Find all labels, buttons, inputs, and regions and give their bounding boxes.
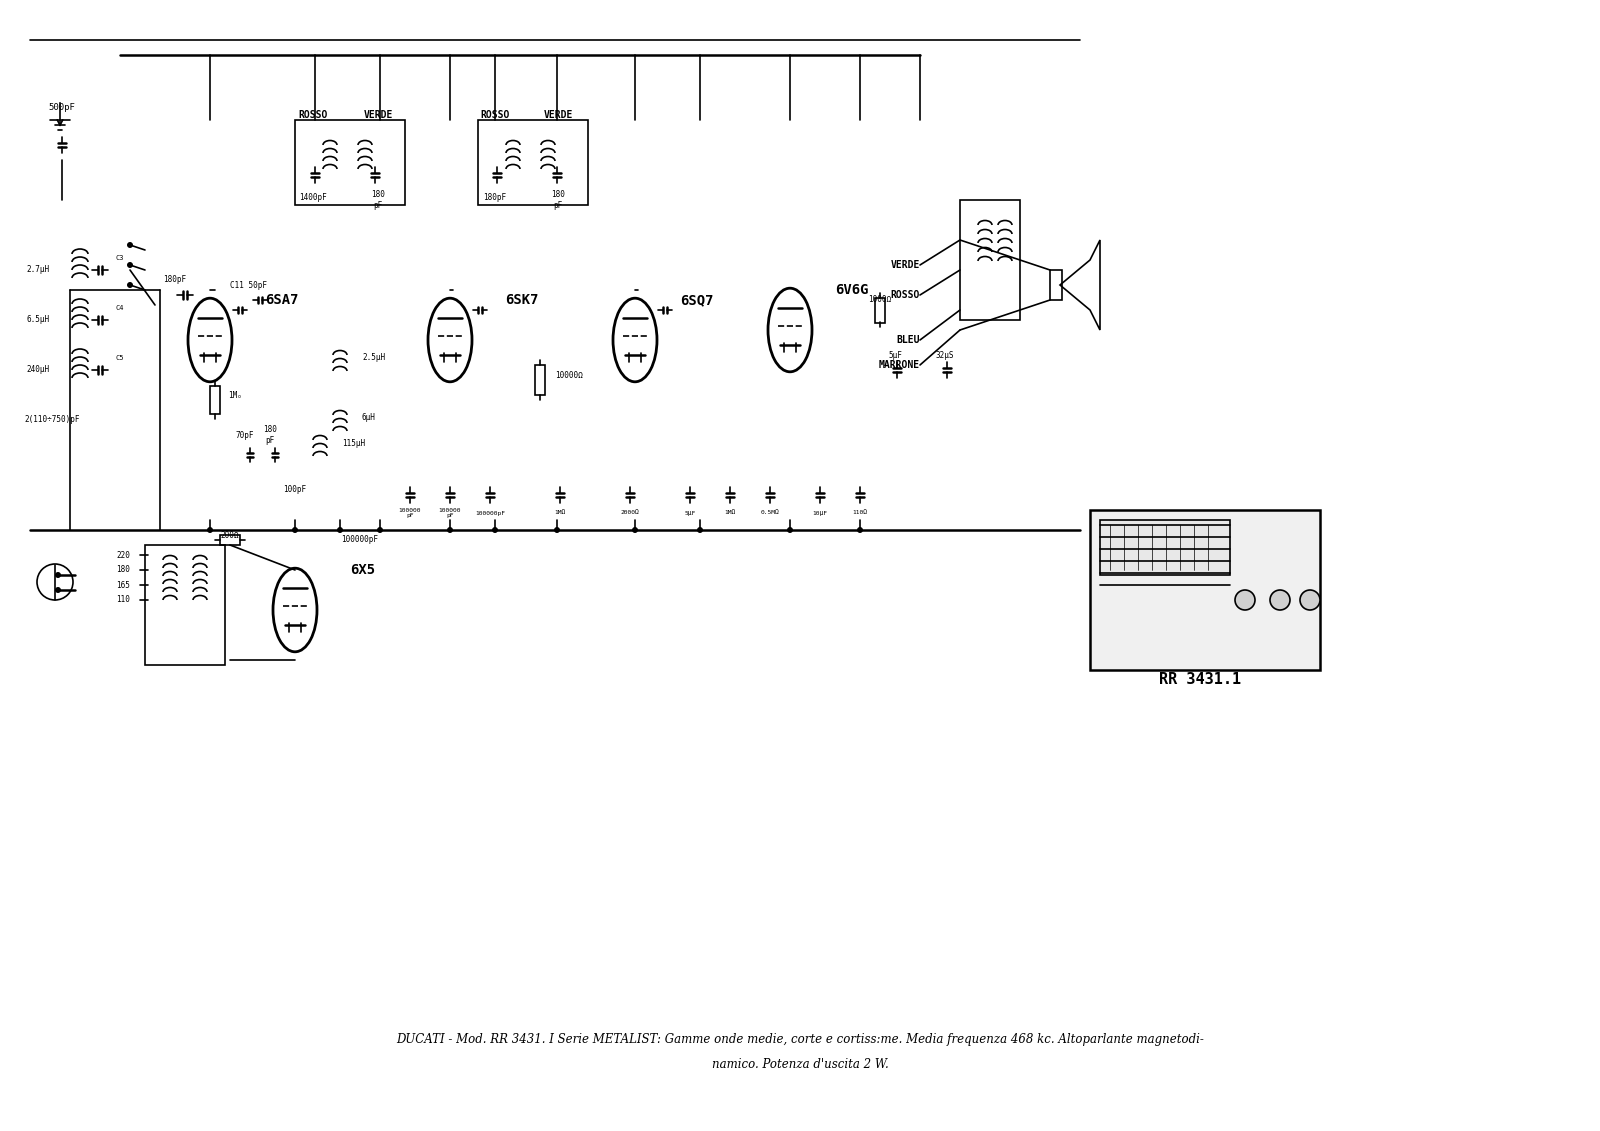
Circle shape	[787, 527, 794, 533]
Text: C11 50pF: C11 50pF	[229, 280, 267, 290]
Ellipse shape	[768, 288, 813, 372]
Circle shape	[126, 242, 133, 248]
Ellipse shape	[613, 299, 658, 382]
Text: 70pF: 70pF	[235, 431, 254, 440]
Text: 100000pF: 100000pF	[475, 510, 506, 516]
Text: 100000
pF: 100000 pF	[438, 508, 461, 518]
Circle shape	[378, 527, 382, 533]
Text: DUCATI - Mod. RR 3431. I Serie METALIST: Gamme onde medie, corte e cortiss:me. M: DUCATI - Mod. RR 3431. I Serie METALIST:…	[397, 1034, 1203, 1046]
Bar	[221, 535, 240, 545]
Text: VERDE: VERDE	[544, 110, 573, 120]
Text: ROSSO: ROSSO	[480, 110, 510, 120]
Circle shape	[1235, 590, 1254, 610]
Text: 6μH: 6μH	[362, 414, 376, 423]
Text: C4: C4	[115, 305, 125, 311]
Text: 10μF: 10μF	[813, 510, 827, 516]
Text: 6SA7: 6SA7	[266, 293, 299, 307]
Text: 180
pF: 180 pF	[550, 190, 565, 209]
Text: 6.5μH: 6.5μH	[27, 316, 50, 325]
Circle shape	[1299, 590, 1320, 610]
Text: namico. Potenza d'uscita 2 W.: namico. Potenza d'uscita 2 W.	[712, 1059, 888, 1071]
Text: 1400pF: 1400pF	[299, 193, 326, 202]
Circle shape	[446, 527, 453, 533]
Circle shape	[206, 527, 213, 533]
Ellipse shape	[429, 299, 472, 382]
Bar	[960, 200, 1021, 320]
Circle shape	[126, 262, 133, 268]
Circle shape	[291, 527, 298, 533]
Text: 1MΩ: 1MΩ	[554, 510, 566, 516]
Text: 500pF: 500pF	[48, 104, 75, 112]
Circle shape	[632, 527, 638, 533]
Text: 100000pF: 100000pF	[341, 535, 379, 544]
Bar	[478, 120, 589, 205]
Circle shape	[554, 527, 560, 533]
Text: 180pF: 180pF	[483, 193, 507, 202]
Text: 110: 110	[117, 596, 130, 604]
Circle shape	[126, 282, 133, 288]
Text: 180: 180	[117, 566, 130, 575]
Text: RR 3431.1: RR 3431.1	[1158, 673, 1242, 688]
Circle shape	[338, 527, 342, 533]
Text: 5μF: 5μF	[685, 510, 696, 516]
Circle shape	[493, 527, 498, 533]
Bar	[534, 365, 546, 395]
Circle shape	[54, 587, 61, 593]
Text: ROSSO: ROSSO	[298, 110, 328, 120]
Ellipse shape	[274, 568, 317, 651]
Text: 180pF: 180pF	[163, 276, 187, 285]
Text: 2000Ω: 2000Ω	[621, 510, 640, 516]
Text: 6SQ7: 6SQ7	[680, 293, 714, 307]
Text: 180
pF: 180 pF	[371, 190, 386, 209]
Text: 220: 220	[117, 551, 130, 560]
Text: C5: C5	[115, 355, 125, 361]
Text: 5μF: 5μF	[888, 351, 902, 360]
Text: 6V6G: 6V6G	[835, 283, 869, 297]
Text: 2.7μH: 2.7μH	[27, 266, 50, 275]
Text: 6SK7: 6SK7	[506, 293, 539, 307]
Circle shape	[858, 527, 862, 533]
Text: 110Ω: 110Ω	[853, 510, 867, 516]
Text: 10000Ω: 10000Ω	[555, 371, 582, 380]
Text: 100000
pF: 100000 pF	[398, 508, 421, 518]
Text: 1MΩ: 1MΩ	[725, 510, 736, 516]
Text: MARRONE: MARRONE	[878, 360, 920, 370]
Text: 2.5μH: 2.5μH	[362, 354, 386, 363]
Text: C3: C3	[115, 254, 125, 261]
Bar	[210, 386, 221, 414]
Text: ROSSO: ROSSO	[891, 290, 920, 300]
Text: VERDE: VERDE	[363, 110, 392, 120]
Bar	[146, 545, 226, 665]
Text: 200Ω: 200Ω	[221, 530, 240, 539]
Text: 240μH: 240μH	[27, 365, 50, 374]
Text: VERDE: VERDE	[891, 260, 920, 270]
Text: 115μH: 115μH	[342, 439, 365, 448]
Bar	[294, 120, 405, 205]
Bar	[1090, 510, 1320, 670]
Text: 1000Ω: 1000Ω	[869, 295, 891, 304]
Circle shape	[1270, 590, 1290, 610]
Text: BLEU: BLEU	[896, 335, 920, 345]
Text: 180
pF: 180 pF	[262, 425, 277, 444]
Text: 2(110÷750)pF: 2(110÷750)pF	[24, 415, 80, 424]
Circle shape	[54, 572, 61, 578]
Text: 1Mₒ: 1Mₒ	[229, 390, 242, 399]
Ellipse shape	[189, 299, 232, 382]
Bar	[1050, 270, 1062, 300]
Text: 165: 165	[117, 580, 130, 589]
Circle shape	[698, 527, 702, 533]
Text: 0.5MΩ: 0.5MΩ	[760, 510, 779, 516]
Text: 32μS: 32μS	[936, 351, 954, 360]
Text: 6X5: 6X5	[350, 563, 374, 577]
Bar	[1101, 520, 1230, 575]
Text: 100pF: 100pF	[283, 485, 307, 494]
Bar	[875, 297, 885, 323]
